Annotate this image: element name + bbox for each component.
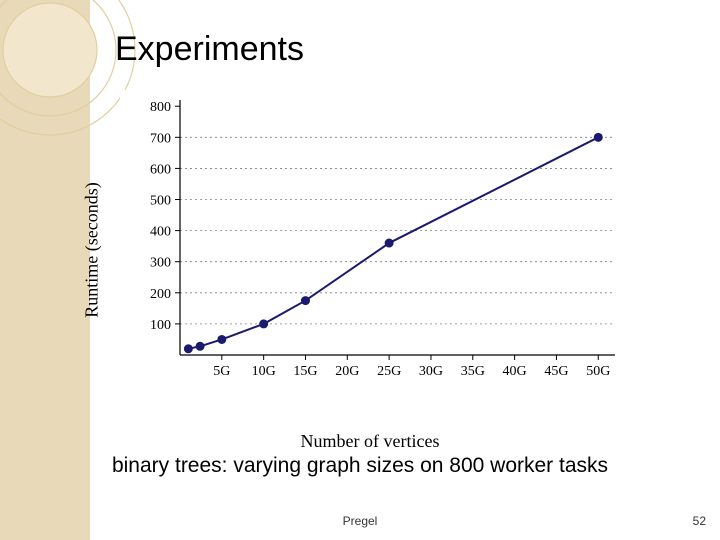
x-axis-label: Number of vertices (301, 431, 440, 452)
y-axis-label: Runtime (seconds) (82, 182, 103, 317)
svg-text:20G: 20G (335, 364, 359, 379)
chart-svg: 100 200 300 400 500 600 700 800 5G 10G 15G 20G 25G 30… (120, 90, 620, 390)
runtime-chart: Runtime (seconds) 1002003004005006007008… (120, 90, 620, 410)
slide-title: Experiments (115, 30, 304, 69)
chart-caption: binary trees: varying graph sizes on 800… (0, 454, 720, 478)
svg-text:45G: 45G (544, 364, 568, 379)
svg-text:5G: 5G (213, 364, 230, 379)
svg-text:600: 600 (150, 162, 171, 177)
svg-text:50G: 50G (586, 364, 610, 379)
svg-text:35G: 35G (461, 364, 485, 379)
svg-text:40G: 40G (503, 364, 527, 379)
svg-text:15G: 15G (293, 364, 317, 379)
svg-text:500: 500 (150, 194, 171, 209)
svg-text:30G: 30G (419, 364, 443, 379)
svg-text:400: 400 (150, 225, 171, 240)
svg-text:800: 800 (150, 100, 171, 115)
footer-label: Pregel (343, 514, 378, 528)
page-number: 52 (693, 514, 706, 528)
svg-text:700: 700 (150, 131, 171, 146)
svg-text:10G: 10G (252, 364, 276, 379)
svg-text:25G: 25G (377, 364, 401, 379)
svg-text:100: 100 (150, 318, 171, 333)
svg-text:200: 200 (150, 287, 171, 302)
svg-text:300: 300 (150, 256, 171, 271)
